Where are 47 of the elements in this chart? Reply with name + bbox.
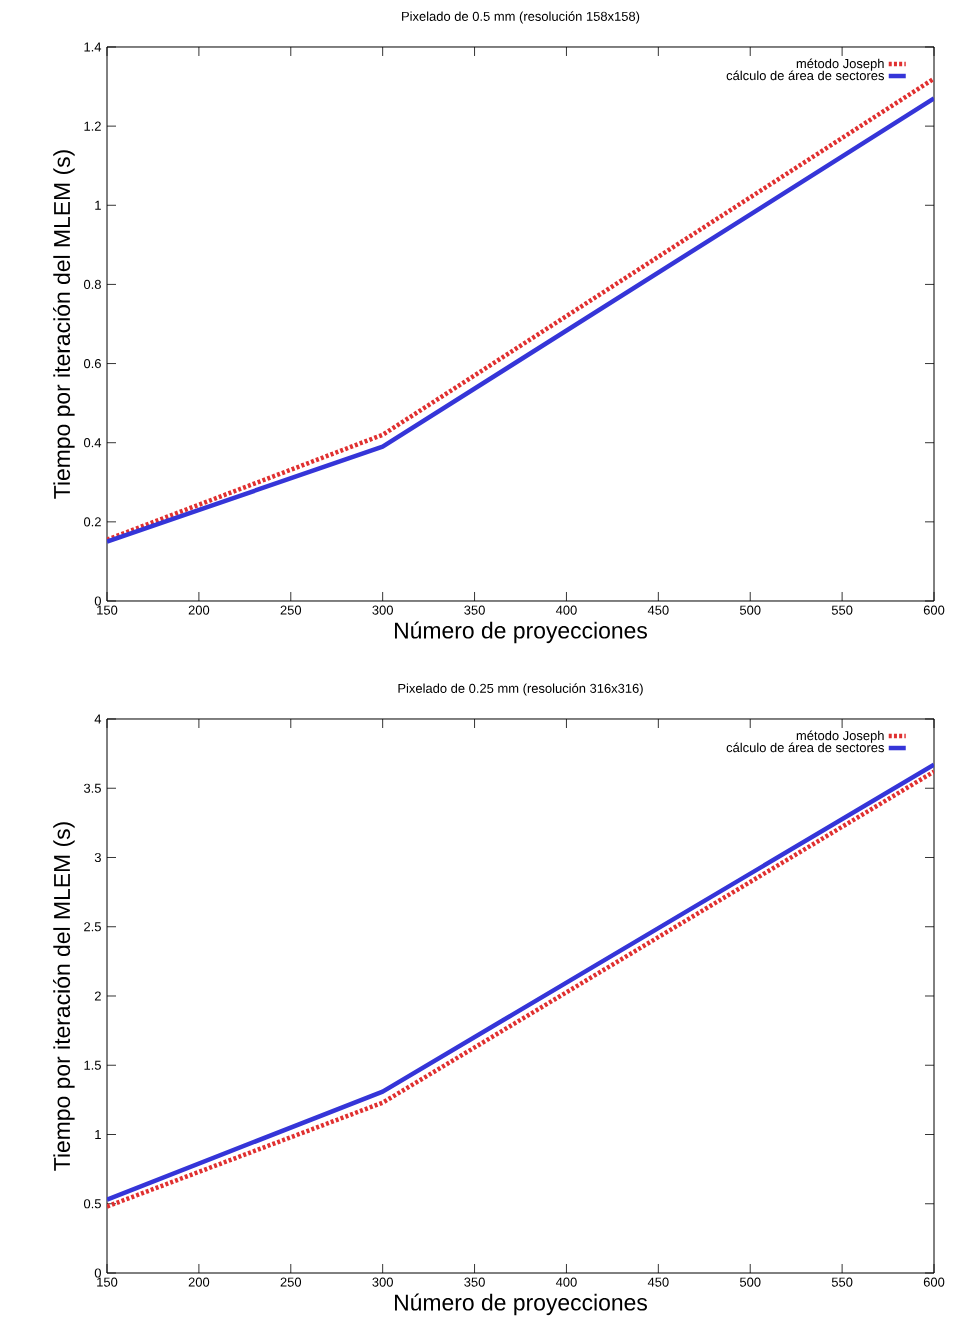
- x-tick-label: 300: [372, 1277, 393, 1287]
- x-tick-label: 400: [555, 605, 577, 615]
- x-tick-label: 550: [831, 1277, 853, 1287]
- x-axis-title: Número de proyecciones: [395, 1293, 647, 1316]
- x-tick-label: 300: [372, 605, 393, 615]
- y-tick-label: 2.5: [84, 922, 101, 932]
- y-axis-title: Tiempo por iteración del MLEM (s): [53, 150, 75, 499]
- x-tick-label: 500: [739, 605, 761, 615]
- legend-label: método Joseph: [796, 730, 884, 743]
- x-tick-label: 250: [280, 1277, 302, 1287]
- y-tick-label: 0.4: [83, 438, 102, 448]
- legend-label: cálculo de área de sectores: [726, 70, 884, 81]
- y-tick-label: 3.5: [83, 783, 101, 793]
- y-tick-label: 4: [94, 714, 102, 724]
- y-tick-label: 0: [94, 596, 101, 606]
- y-tick-label: 0.5: [83, 1199, 101, 1209]
- x-tick-label: 500: [739, 1277, 761, 1287]
- y-tick-label: 3: [94, 852, 101, 863]
- x-tick-label: 150: [97, 605, 118, 615]
- y-tick-label: 1: [95, 200, 101, 210]
- chart-title: Pixelado de 0.5 mm (resolución 158x158): [402, 11, 640, 24]
- y-tick-label: 0: [94, 1268, 101, 1278]
- x-axis-title: Número de proyecciones: [395, 621, 647, 644]
- y-tick-label: 0.2: [83, 517, 101, 527]
- x-tick-label: 400: [555, 1277, 577, 1287]
- y-tick-label: 1: [95, 1130, 101, 1139]
- x-tick-label: 550: [831, 605, 853, 615]
- x-tick-label: 150: [97, 1277, 118, 1287]
- y-tick-label: 1.2: [84, 121, 101, 131]
- y-tick-label: 1.5: [84, 1060, 101, 1070]
- x-tick-label: 600: [923, 605, 945, 615]
- x-tick-label: 250: [280, 605, 302, 615]
- x-tick-label: 200: [188, 1277, 210, 1287]
- y-axis-title: Tiempo por iteración del MLEM (s): [53, 822, 75, 1171]
- x-tick-label: 600: [923, 1277, 945, 1287]
- legend-label: método Joseph: [796, 58, 884, 71]
- chart-title: Pixelado de 0.25 mm (resolución 316x316): [398, 683, 643, 696]
- x-tick-label: 200: [188, 605, 210, 615]
- x-tick-label: 350: [464, 605, 485, 615]
- x-tick-label: 450: [647, 605, 669, 615]
- y-tick-label: 0.8: [83, 279, 101, 289]
- y-tick-label: 1.4: [84, 42, 102, 52]
- y-tick-label: 0.6: [83, 358, 101, 369]
- legend-label: cálculo de área de sectores: [726, 742, 884, 753]
- x-tick-label: 450: [647, 1277, 669, 1287]
- y-tick-label: 2: [94, 991, 101, 1001]
- x-tick-label: 350: [464, 1277, 485, 1287]
